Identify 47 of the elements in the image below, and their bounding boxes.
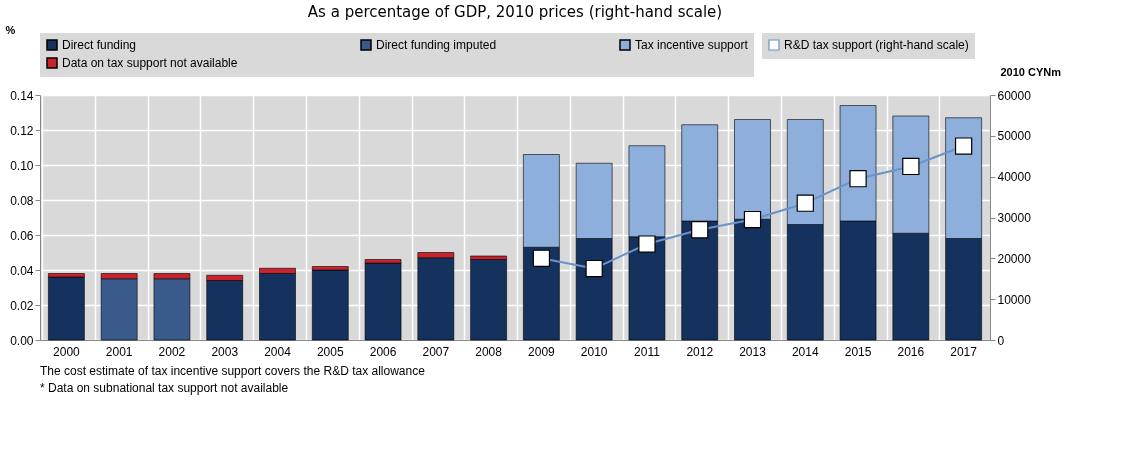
bar (364, 262, 402, 341)
bar (470, 259, 507, 341)
x-tick-label: 2010 (580, 344, 608, 359)
x-tick-label: 2008 (475, 344, 503, 359)
y2-tick-label: 10000 (997, 292, 1032, 307)
legend-label: Direct funding imputed (376, 38, 497, 52)
x-tick-label: 2001 (105, 344, 133, 359)
x-tick-label: 2012 (686, 344, 714, 359)
x-tick-label: 2007 (422, 344, 450, 359)
y-tick-label: 0.02 (10, 298, 34, 313)
y2-tick-label: 60000 (997, 88, 1032, 103)
x-tick-label: 2006 (369, 344, 397, 359)
x-tick-label: 2016 (897, 344, 925, 359)
bar (48, 276, 85, 341)
y-tick-label: 0.08 (10, 193, 34, 208)
legend-label: R&D tax support (right-hand scale) (784, 38, 969, 52)
chart-title: As a percentage of GDP, 2010 prices (right-hand scale) (307, 3, 723, 21)
x-tick-label: 2014 (791, 344, 819, 359)
x-tick-label: 2004 (264, 344, 292, 359)
legend-label: Direct funding (62, 38, 137, 52)
x-tick-label: 2000 (53, 344, 81, 359)
text: The cost estimate of tax incentive support covers the R&D tax allowance (40, 364, 426, 378)
x-tick-label: 2011 (634, 344, 661, 359)
y2-tick-label: 20000 (997, 251, 1032, 266)
y-tick-label: 0.04 (10, 263, 34, 278)
y-tick-label: 0.00 (10, 333, 34, 348)
y-axis-title: % (5, 23, 16, 36)
y2-axis-title: 2010 CYNm (1000, 65, 1062, 78)
x-tick-label: 2002 (158, 344, 186, 359)
x-tick-label: 2005 (316, 344, 344, 359)
y-tick-label: 0.14 (10, 88, 34, 103)
x-tick-label: 2017 (950, 344, 978, 359)
y-tick-label: 0.06 (10, 228, 34, 243)
y2-tick-label: 30000 (997, 211, 1032, 225)
y-tick-label: 0.10 (10, 158, 34, 173)
y-tick-label: 0.12 (10, 123, 34, 138)
x-tick-label: 2013 (739, 344, 767, 359)
legend-label: Data on tax support not available (62, 56, 238, 70)
y2-tick-label: 40000 (997, 170, 1032, 185)
bar (311, 269, 349, 341)
x-tick-label: 2003 (211, 344, 239, 359)
legend-label: Tax incentive support (635, 38, 749, 52)
text: * Data on subnational tax support not available (40, 381, 289, 395)
y2-tick-label: 0 (997, 333, 1005, 348)
x-tick-label: 2009 (528, 344, 556, 359)
y2-tick-label: 50000 (997, 129, 1032, 144)
x-tick-label: 2015 (844, 344, 872, 359)
